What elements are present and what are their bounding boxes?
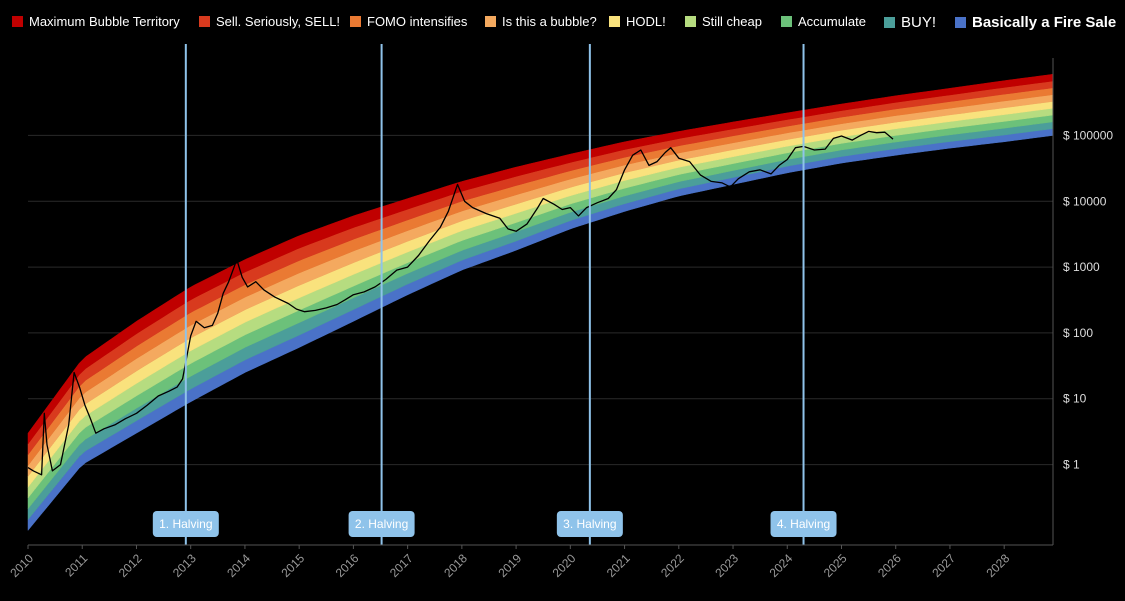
x-tick-label: 2026 (875, 551, 904, 580)
legend-label: Still cheap (702, 14, 762, 29)
legend-swatch (350, 16, 361, 27)
x-tick-label: 2011 (62, 551, 90, 579)
x-tick-label: 2023 (712, 551, 741, 580)
legend-label: HODL! (626, 14, 666, 29)
x-tick-label: 2012 (116, 551, 145, 580)
legend-item-sell[interactable]: Sell. Seriously, SELL! (199, 14, 340, 29)
legend-label: Sell. Seriously, SELL! (216, 14, 341, 29)
halving-label: 1. Halving (159, 517, 212, 531)
halving-badge (556, 511, 623, 537)
halving-markers: 1. Halving 2. Halving 3. Halving 4. Halving (152, 44, 837, 545)
x-tick-label: 2017 (387, 551, 416, 580)
halving-label: 2. Halving (355, 517, 408, 531)
legend-swatch (199, 16, 210, 27)
x-tick-label: 2028 (984, 551, 1013, 580)
x-tick-label: 2024 (767, 551, 796, 580)
y-tick-label: $ 100 (1063, 326, 1093, 340)
legend-label: Is this a bubble? (502, 14, 597, 29)
legend-label: Accumulate (798, 14, 866, 29)
halving-badge (152, 511, 219, 537)
y-tick-label: $ 100000 (1063, 128, 1113, 142)
x-tick-label: 2027 (929, 551, 958, 580)
price-line (27, 130, 894, 476)
x-tick-label: 2018 (441, 551, 470, 580)
legend-item-fomo[interactable]: FOMO intensifies (350, 14, 467, 29)
halving-badge (348, 511, 415, 537)
x-tick-label: 2025 (821, 551, 850, 580)
x-tick-label: 2020 (550, 551, 579, 580)
x-tick-label: 2019 (495, 551, 524, 580)
y-tick-label: $ 10000 (1063, 194, 1107, 208)
legend-item-hodl[interactable]: HODL! (609, 14, 666, 29)
y-tick-label: $ 1000 (1063, 260, 1100, 274)
halving-label: 4. Halving (777, 517, 830, 531)
x-tick-label: 2021 (604, 551, 633, 580)
legend-item-accumulate[interactable]: Accumulate (781, 14, 866, 29)
y-tick-label: $ 10 (1063, 392, 1087, 406)
legend-swatch (485, 16, 496, 27)
legend-label: Maximum Bubble Territory (29, 14, 180, 29)
legend-label: FOMO intensifies (367, 14, 468, 29)
x-tick-label: 2013 (170, 551, 199, 580)
legend: Maximum Bubble Territory Sell. Seriously… (0, 0, 1125, 44)
legend-swatch (884, 17, 895, 28)
price-series (27, 130, 894, 476)
x-tick-label: 2015 (279, 551, 308, 580)
legend-label: Basically a Fire Sale (972, 14, 1117, 31)
legend-item-is-this-a-bubble[interactable]: Is this a bubble? (485, 14, 597, 29)
y-tick-label: $ 1 (1063, 458, 1080, 472)
legend-item-still-cheap[interactable]: Still cheap (685, 14, 762, 29)
x-tick-label: 2010 (7, 551, 36, 580)
legend-item-fire-sale[interactable]: Basically a Fire Sale (955, 14, 1116, 31)
x-tick-label: 2022 (658, 551, 687, 580)
x-tick-label: 2014 (224, 551, 253, 580)
halving-badge (770, 511, 837, 537)
legend-swatch (12, 16, 23, 27)
legend-item-buy[interactable]: BUY! (884, 14, 936, 31)
x-tick-label: 2016 (333, 551, 362, 580)
legend-swatch (685, 16, 696, 27)
halving-label: 3. Halving (563, 517, 616, 531)
legend-swatch (955, 17, 966, 28)
legend-swatch (609, 16, 620, 27)
legend-item-maximum-bubble[interactable]: Maximum Bubble Territory (12, 14, 180, 29)
legend-label: BUY! (901, 14, 937, 31)
rainbow-bands (27, 73, 1054, 532)
legend-swatch (781, 16, 792, 27)
